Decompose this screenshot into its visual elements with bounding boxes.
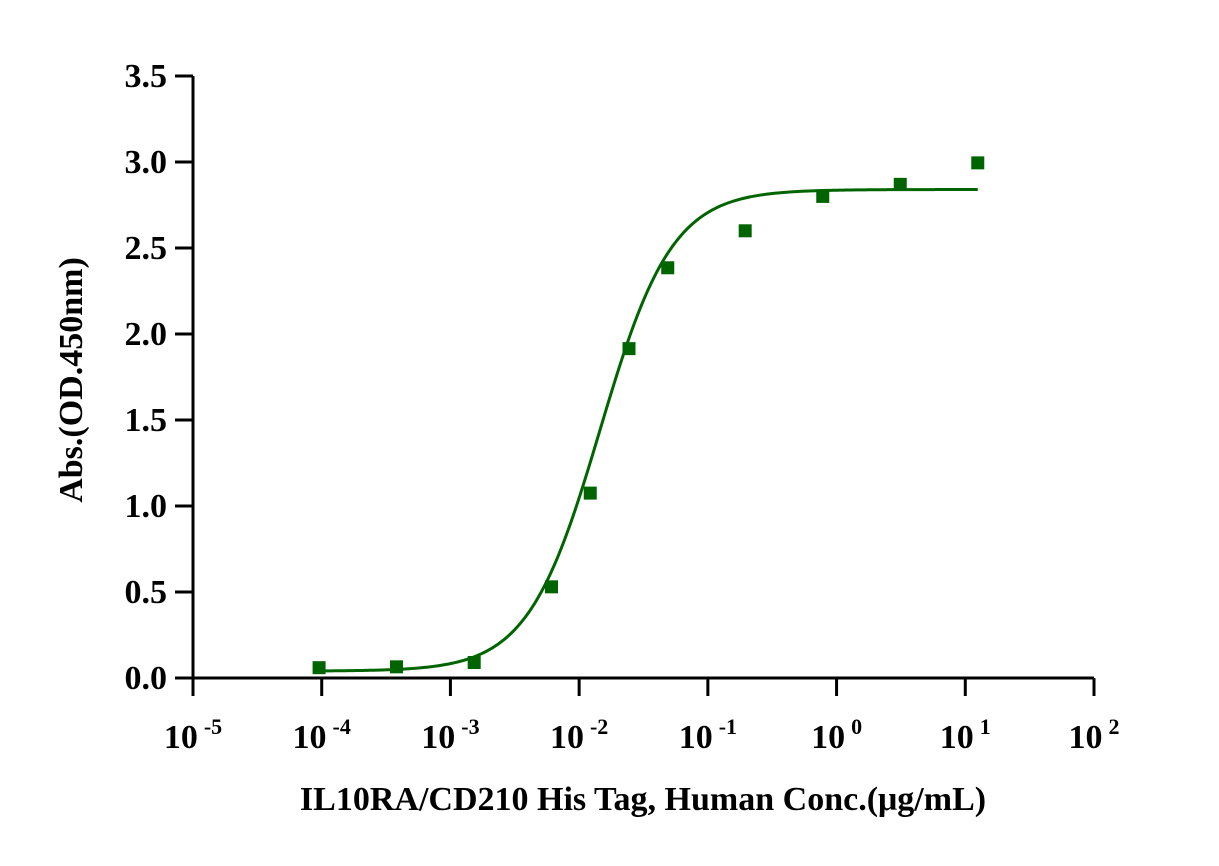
- y-tick-label: 3.0: [125, 144, 168, 181]
- x-tick-label-base: 10: [940, 719, 974, 756]
- y-ticks: 0.0 0.5 1.0 1.5 2.0 2.5 3.0 3.5: [125, 58, 193, 697]
- y-tick-label: 1.5: [125, 402, 168, 439]
- data-point: [389, 660, 403, 674]
- data-point: [622, 342, 636, 356]
- data-point: [738, 224, 752, 238]
- x-tick-label: 10 1: [940, 714, 991, 756]
- y-tick-label: 1.0: [125, 488, 168, 525]
- x-tick-label-exponent: 1: [980, 714, 991, 739]
- x-tick-label: 10 -5: [164, 714, 222, 756]
- x-tick-label: 10 -4: [293, 714, 351, 756]
- x-tick-label: 10 -3: [421, 714, 479, 756]
- data-point: [816, 189, 830, 203]
- x-tick-label-base: 10: [679, 719, 713, 756]
- x-tick-label-base: 10: [811, 719, 845, 756]
- data-point: [583, 486, 597, 500]
- x-tick-label: 10 2: [1069, 714, 1120, 756]
- data-point: [971, 156, 985, 170]
- x-tick-label-exponent: 2: [1109, 714, 1120, 739]
- y-tick-label: 0.5: [125, 574, 168, 611]
- x-ticks: 10 -5 10 -4 10 -3 10 -2 10 -1 10 0 10 1 10 2: [164, 678, 1120, 756]
- x-tick-label-exponent: -1: [719, 714, 737, 739]
- x-tick-label-base: 10: [1069, 719, 1103, 756]
- data-point: [312, 661, 326, 675]
- data-point: [467, 656, 481, 670]
- x-tick-label-exponent: -5: [204, 714, 222, 739]
- y-tick-label: 0.0: [125, 660, 168, 697]
- y-tick-label: 2.5: [125, 230, 168, 267]
- x-tick-label-base: 10: [293, 719, 327, 756]
- fit-curve-layer: [319, 188, 978, 673]
- data-point: [661, 261, 675, 275]
- x-tick-label: 10 0: [811, 714, 862, 756]
- y-axis-title: Abs.(OD.450nm): [53, 257, 90, 503]
- x-tick-label-base: 10: [421, 719, 455, 756]
- fit-curve: [319, 188, 978, 673]
- y-tick-label: 2.0: [125, 316, 168, 353]
- x-tick-label-exponent: -4: [333, 714, 351, 739]
- x-tick-label-exponent: -3: [461, 714, 479, 739]
- x-tick-label: 10 -1: [679, 714, 737, 756]
- y-tick-label: 3.5: [125, 58, 168, 95]
- axes: [191, 76, 1094, 680]
- x-tick-label-base: 10: [164, 719, 198, 756]
- data-points-layer: [312, 156, 985, 675]
- data-point: [893, 177, 907, 191]
- x-tick-label-base: 10: [550, 719, 584, 756]
- x-axis-title: IL10RA/CD210 His Tag, Human Conc.(μg/mL): [300, 781, 986, 818]
- data-point: [545, 580, 559, 594]
- x-tick-label-exponent: 0: [851, 714, 862, 739]
- x-tick-label: 10 -2: [550, 714, 608, 756]
- x-tick-label-exponent: -2: [590, 714, 608, 739]
